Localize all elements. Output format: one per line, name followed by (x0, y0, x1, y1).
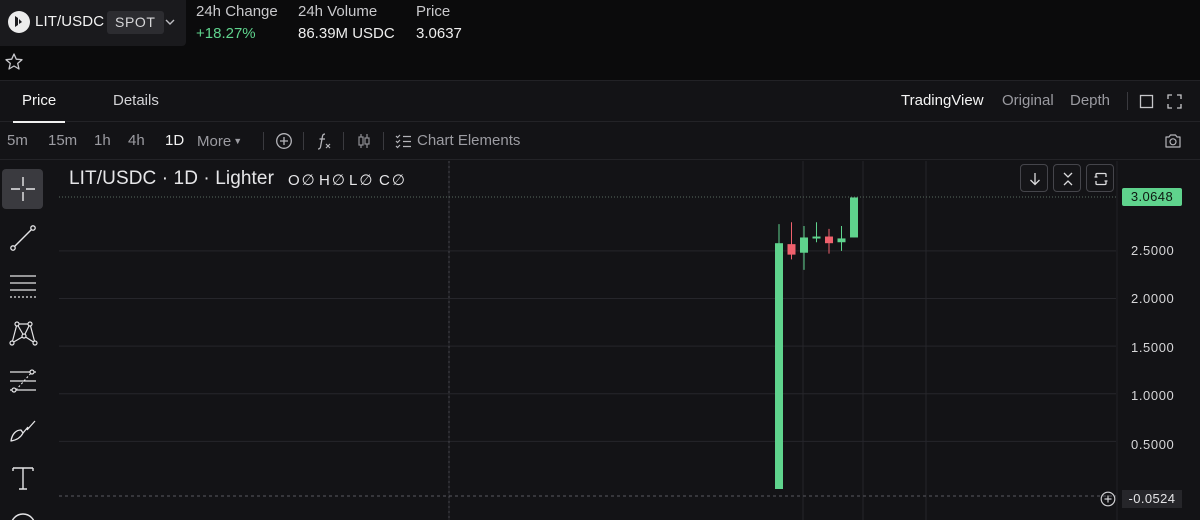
candle-body (825, 236, 833, 244)
ohlc-value: ∅ (331, 172, 345, 189)
text-icon (12, 467, 34, 490)
timeframe-1h[interactable]: 1h (94, 132, 111, 149)
y-axis-label: 1.0000 (1131, 388, 1175, 403)
reset-icon (1094, 172, 1108, 186)
checklist-icon (395, 134, 411, 149)
timeframe-15m[interactable]: 15m (48, 132, 78, 149)
brush-icon (10, 420, 36, 442)
divider (263, 132, 264, 150)
ohlc-close: C ∅ (379, 171, 405, 189)
stat-label: Price (416, 3, 451, 20)
emoji-tool[interactable] (2, 506, 43, 520)
view-depth[interactable]: Depth (1070, 92, 1111, 109)
ohlc-key: C (379, 172, 390, 189)
horizontal-lines-icon (10, 275, 36, 298)
window-icon[interactable] (1139, 94, 1154, 109)
horizontal-lines-tool[interactable] (2, 266, 43, 306)
crosshair-price-tag: -0.0524 (1122, 490, 1182, 508)
pair-selector[interactable]: LIT/USDC SPOT (0, 0, 186, 46)
stat-value: +18.27% (196, 25, 256, 42)
fib-retracement-icon (10, 369, 36, 393)
ohlc-value: ∅ (301, 172, 315, 189)
pattern-icon (9, 321, 38, 346)
tab-details[interactable]: Details (113, 92, 159, 109)
fib-retracement-tool[interactable] (2, 362, 43, 402)
stat-value: 86.39M USDC (298, 25, 395, 42)
ohlc-key: O (288, 172, 300, 189)
camera-icon[interactable] (1164, 132, 1182, 149)
y-axis-label: 1.5000 (1131, 340, 1175, 355)
trendline-icon (10, 225, 36, 251)
function-icon[interactable] (314, 131, 334, 151)
stat-24h-change: 24h Change +18.27% (196, 3, 278, 43)
divider (303, 132, 304, 150)
candle-type-icon[interactable] (355, 132, 373, 150)
ohlc-high: H ∅ (319, 171, 345, 189)
candle-body (812, 236, 821, 239)
view-original[interactable]: Original (1002, 92, 1054, 109)
stat-label: 24h Change (196, 3, 278, 20)
crosshair-icon (11, 177, 35, 201)
chart-toolbar: 5m 15m 1h 4h 1D More ▼ (0, 122, 1200, 160)
trendline-tool[interactable] (2, 218, 43, 258)
candlestick-chart[interactable] (46, 161, 1200, 520)
y-axis-label: 2.5000 (1131, 243, 1175, 258)
ohlc-value: ∅ (391, 172, 405, 189)
drawing-tools (0, 161, 46, 520)
scroll-to-latest-button[interactable] (1020, 164, 1048, 192)
market-header: LIT/USDC SPOT 24h Change +18.27% 24h Vol… (0, 0, 1200, 46)
lighter-logo-icon (8, 11, 30, 33)
chevron-down-icon (165, 19, 175, 25)
smiley-icon (11, 513, 35, 520)
stat-label: 24h Volume (298, 3, 378, 20)
collapse-icon (1063, 172, 1073, 186)
panel-tabs: Price Details TradingView Original Depth (0, 81, 1200, 123)
chart-elements-label: Chart Elements (417, 132, 521, 149)
fullscreen-icon[interactable] (1167, 94, 1182, 109)
star-icon[interactable] (4, 52, 24, 72)
brush-tool[interactable] (2, 410, 43, 450)
candle-body (850, 197, 858, 238)
stat-value: 3.0637 (416, 25, 462, 42)
candle-body (775, 243, 783, 490)
tab-price[interactable]: Price (12, 81, 66, 123)
timeframe-1d[interactable]: 1D (165, 132, 185, 149)
crosshair-tool[interactable] (2, 169, 43, 209)
stat-24h-volume: 24h Volume 86.39M USDC (298, 3, 395, 43)
chart-symbol-title: LIT/USDC · 1D · Lighter (69, 168, 275, 189)
y-axis-label: 2.0000 (1131, 291, 1175, 306)
candle-body (837, 238, 846, 243)
view-tradingview[interactable]: TradingView (901, 92, 984, 109)
ohlc-key: L (349, 172, 358, 189)
ohlc-open: O ∅ (288, 171, 315, 189)
market-type-badge: SPOT (107, 11, 164, 34)
last-price-tag: 3.0648 (1122, 188, 1182, 206)
divider (343, 132, 344, 150)
ohlc-key: H (319, 172, 330, 189)
chevron-down-icon: ▼ (233, 136, 243, 146)
pair-name: LIT/USDC (35, 13, 105, 30)
chart-panel: Price Details TradingView Original Depth… (0, 80, 1200, 520)
stat-price: Price 3.0637 (416, 3, 462, 43)
candle-body (800, 237, 808, 253)
candle-body (787, 244, 796, 255)
favorites-bar (0, 46, 1200, 78)
pattern-tool[interactable] (2, 314, 43, 354)
ohlc-low: L ∅ (349, 171, 372, 189)
add-alert-icon[interactable] (1100, 491, 1116, 507)
text-tool[interactable] (2, 458, 43, 498)
add-indicator-icon[interactable] (275, 132, 293, 150)
timeframe-4h[interactable]: 4h (128, 132, 145, 149)
ohlc-value: ∅ (359, 172, 373, 189)
price-chart[interactable]: LIT/USDC · 1D · Lighter O ∅ H ∅ L ∅ C ∅ 2.50… (46, 161, 1200, 520)
arrow-down-icon (1030, 173, 1040, 186)
more-timeframes-button[interactable]: More ▼ (197, 122, 242, 160)
timeframe-5m[interactable]: 5m (7, 132, 28, 149)
more-label: More (197, 133, 232, 150)
y-axis-label: 0.5000 (1131, 437, 1175, 452)
collapse-button[interactable] (1053, 164, 1081, 192)
divider (383, 132, 384, 150)
divider (1127, 92, 1128, 110)
reset-chart-button[interactable] (1086, 164, 1114, 192)
